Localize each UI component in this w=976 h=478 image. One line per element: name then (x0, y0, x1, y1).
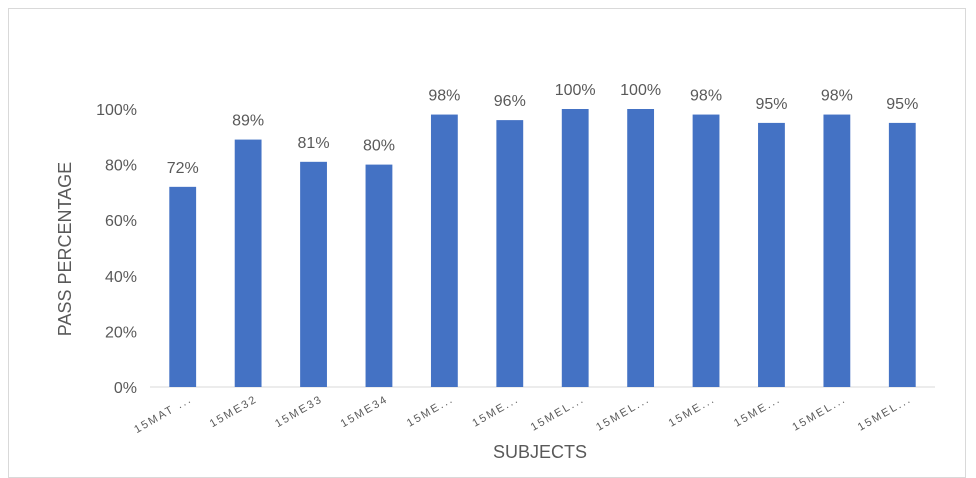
bar (300, 161, 327, 387)
data-label: 95% (886, 96, 918, 113)
category-label: 15ME33 (273, 393, 325, 430)
y-tick-label: 20% (105, 324, 137, 341)
bar (758, 122, 785, 388)
y-tick-label: 40% (105, 269, 137, 286)
category-label: 15MEL... (594, 393, 652, 433)
data-label: 98% (690, 88, 722, 105)
bar (234, 139, 262, 387)
bar-chart: PASS PERCENTAGE SUBJECTS 0% 20% 40% 60% 80% 1… (55, 82, 935, 461)
data-label: 100% (620, 82, 661, 99)
data-label: 72% (167, 160, 199, 177)
category-label: 15MEL... (790, 393, 848, 433)
category-label: 15ME... (667, 393, 718, 429)
bar (561, 109, 589, 387)
x-axis-title: SUBJECTS (493, 442, 587, 461)
category-label: 15MEL... (856, 393, 914, 433)
bar (496, 120, 524, 388)
bar (169, 186, 197, 387)
bar (692, 114, 720, 387)
bar (365, 164, 393, 387)
y-tick-label: 100% (96, 102, 137, 119)
category-label: 15ME... (732, 393, 783, 429)
data-label: 100% (555, 82, 596, 99)
y-axis-title: PASS PERCENTAGE (55, 162, 75, 336)
y-tick-label: 60% (105, 213, 137, 230)
data-label: 96% (494, 93, 526, 110)
bars (169, 109, 916, 388)
bar (430, 114, 458, 387)
data-label: 98% (428, 88, 460, 105)
data-label: 81% (298, 135, 330, 152)
chart-frame (8, 8, 966, 478)
y-tick-label: 0% (114, 380, 137, 397)
data-label: 80% (363, 138, 395, 155)
data-labels: 72% 89% 81% 80% 98% 96% 100% 100% 98% 95% 98% 95% (167, 82, 919, 177)
category-label: 15ME32 (208, 393, 260, 430)
data-label: 98% (821, 88, 853, 105)
category-label: 15ME34 (339, 393, 391, 430)
category-label: 15ME... (470, 393, 521, 429)
y-axis-ticks: 0% 20% 40% 60% 80% 100% (96, 102, 137, 397)
data-label: 89% (232, 113, 264, 130)
category-label: 15MAT ... (132, 393, 194, 436)
y-tick-label: 80% (105, 158, 137, 175)
bar (888, 122, 916, 388)
category-labels: 15MAT ... 15ME32 15ME33 15ME34 15ME... 15ME..… (132, 393, 914, 436)
data-label: 95% (755, 96, 787, 113)
category-label: 15ME... (405, 393, 456, 429)
bar (823, 114, 851, 387)
bar (627, 109, 655, 387)
category-label: 15MEL... (529, 393, 587, 433)
